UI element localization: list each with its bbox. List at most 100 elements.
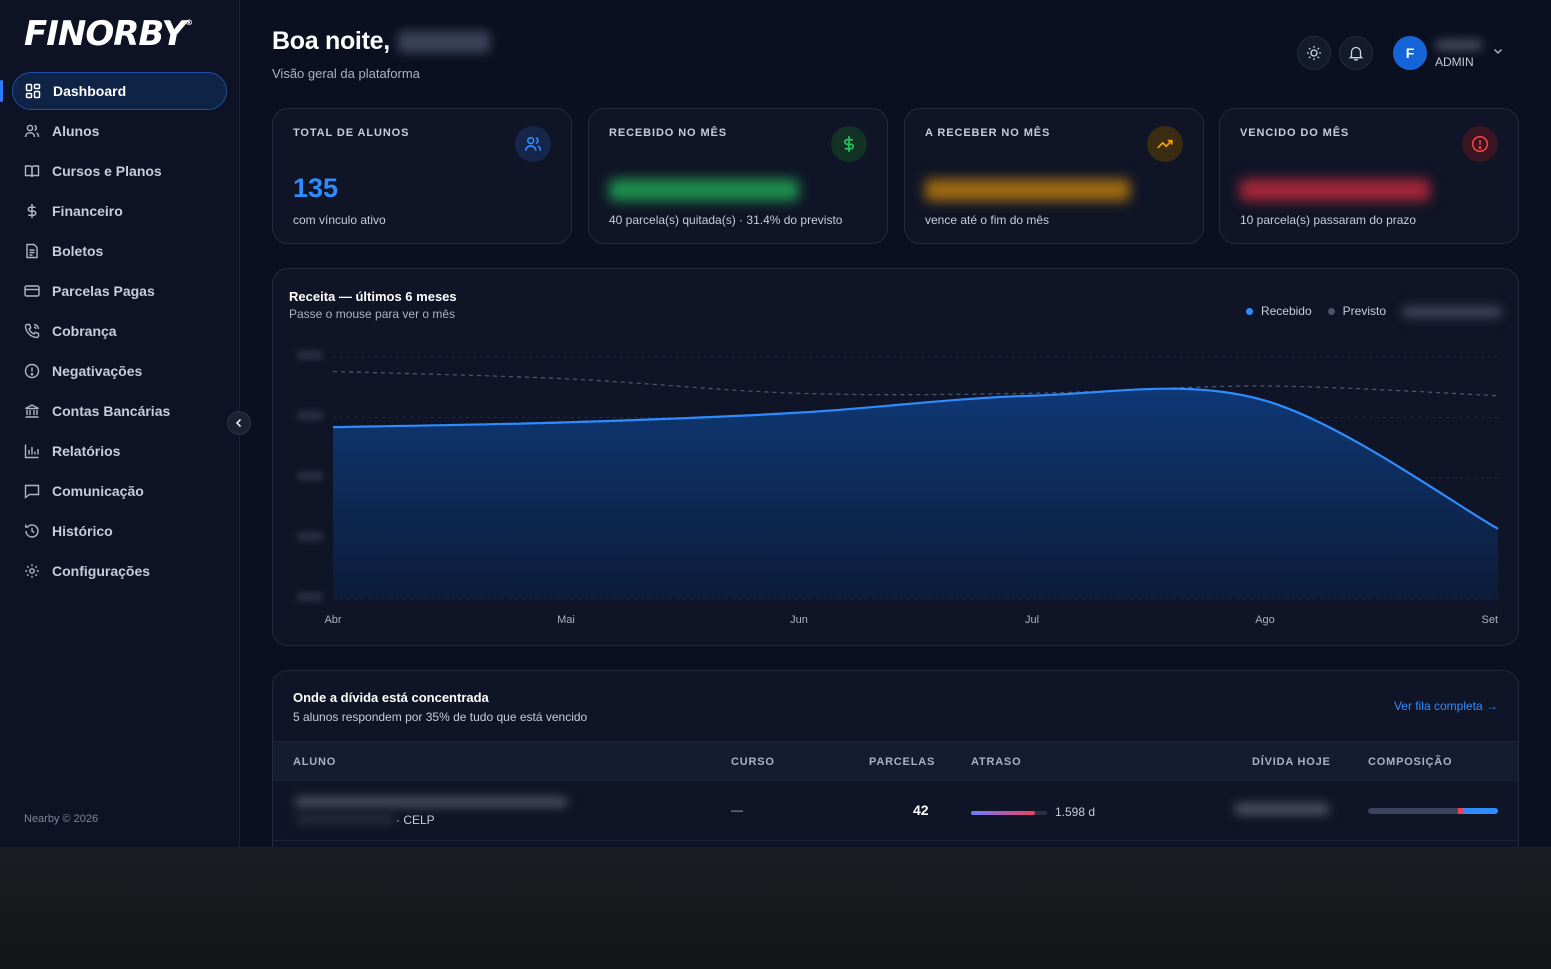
composition-bar xyxy=(1368,808,1498,814)
x-tick-label: Mai xyxy=(557,614,575,626)
avatar[interactable]: F xyxy=(1393,36,1427,70)
sidebar-item-label: Contas Bancárias xyxy=(52,403,171,419)
x-tick-label: Abr xyxy=(324,614,341,626)
user-role: ADMIN xyxy=(1435,55,1474,69)
sidebar-footer: Nearby © 2026 xyxy=(24,813,99,825)
sidebar-item-alunos[interactable]: Alunos xyxy=(12,112,227,150)
sidebar-item-relatorios[interactable]: Relatórios xyxy=(12,432,227,470)
user-name-redacted xyxy=(397,31,490,54)
sidebar-item-contas-bancarias[interactable]: Contas Bancárias xyxy=(12,392,227,430)
users-icon xyxy=(24,123,40,139)
course-cell: — xyxy=(731,803,743,817)
book-icon xyxy=(24,163,40,179)
kpi-caption: 10 parcela(s) passaram do prazo xyxy=(1240,213,1417,227)
sidebar-item-boletos[interactable]: Boletos xyxy=(12,232,227,270)
sidebar-item-label: Dashboard xyxy=(53,83,127,99)
kpi-card-total-students[interactable]: TOTAL DE ALUNOS 135 com vínculo ativo xyxy=(272,108,572,244)
kpi-value: 135 xyxy=(293,173,339,203)
kpi-caption: com vínculo ativo xyxy=(293,213,386,227)
user-menu-name-redacted xyxy=(1436,40,1482,50)
view-full-queue-link[interactable]: Ver fila completa → xyxy=(1393,699,1498,713)
app-window: FINORBY® Dashboard Alunos Cursos e Plano… xyxy=(0,0,1551,847)
theme-toggle-button[interactable] xyxy=(1297,36,1331,70)
sidebar-item-label: Boletos xyxy=(52,243,104,259)
gear-icon xyxy=(24,563,40,579)
kpi-title: RECEBIDO NO MÊS xyxy=(609,127,728,139)
sidebar-item-negativacoes[interactable]: Negativações xyxy=(12,352,227,390)
legend-dot xyxy=(1327,308,1335,316)
sidebar-item-cursos[interactable]: Cursos e Planos xyxy=(12,152,227,190)
legend-item-forecast[interactable]: Previsto xyxy=(1327,304,1386,318)
card-icon xyxy=(24,283,40,299)
series-line-recebido xyxy=(332,387,1499,530)
dollar-icon xyxy=(831,126,867,162)
brand-logo[interactable]: FINORBY® xyxy=(24,14,193,54)
delay-bar xyxy=(971,811,1047,815)
trending-up-icon xyxy=(1147,126,1183,162)
chart-legend: Recebido Previsto xyxy=(1245,304,1386,318)
history-icon xyxy=(24,523,40,539)
installments-cell: 42 xyxy=(913,802,929,818)
collapse-sidebar-button[interactable] xyxy=(227,411,251,435)
main-content: Boa noite, Visão geral da plataforma F A… xyxy=(240,0,1551,847)
area-fill-recebido xyxy=(333,388,1498,599)
sidebar-nav: Dashboard Alunos Cursos e Planos Finance… xyxy=(12,72,227,592)
greeting-text: Boa noite, xyxy=(272,27,390,55)
x-tick-label: Set xyxy=(1481,614,1498,626)
kpi-card-received-month[interactable]: RECEBIDO NO MÊS 40 parcela(s) quitada(s)… xyxy=(588,108,888,244)
table-row[interactable]: · CELP — 42 1.598 d xyxy=(273,781,1518,841)
legend-label: Recebido xyxy=(1260,304,1312,318)
composition-segment-rest xyxy=(1462,808,1498,814)
logo-registered-mark: ® xyxy=(185,18,193,27)
sidebar-item-label: Parcelas Pagas xyxy=(52,283,155,299)
section-title: Onde a dívida está concentrada xyxy=(293,690,489,705)
kpi-title: VENCIDO DO MÊS xyxy=(1240,127,1350,139)
x-tick-label: Jun xyxy=(790,614,808,626)
student-id-redacted xyxy=(295,815,395,823)
column-header-curso[interactable]: CURSO xyxy=(731,756,775,768)
x-tick-label: Ago xyxy=(1255,614,1275,626)
user-menu-toggle[interactable] xyxy=(1492,44,1504,62)
y-tick-label-redacted xyxy=(297,531,323,542)
alert-circle-icon xyxy=(1462,126,1498,162)
phone-icon xyxy=(24,323,40,339)
sidebar-item-dashboard[interactable]: Dashboard xyxy=(12,72,227,110)
sidebar-item-cobranca[interactable]: Cobrança xyxy=(12,312,227,350)
page-title: Boa noite, xyxy=(272,27,490,56)
kpi-card-to-receive-month[interactable]: A RECEBER NO MÊS vence até o fim do mês xyxy=(904,108,1204,244)
column-header-composicao[interactable]: COMPOSIÇÃO xyxy=(1368,756,1453,768)
table-header: ALUNO CURSO PARCELAS ATRASO DÍVIDA HOJE … xyxy=(273,741,1518,781)
kpi-value-redacted xyxy=(925,179,1130,201)
sidebar-item-configuracoes[interactable]: Configurações xyxy=(12,552,227,590)
page-subtitle: Visão geral da plataforma xyxy=(272,66,420,81)
sidebar-item-financeiro[interactable]: Financeiro xyxy=(12,192,227,230)
kpi-title: A RECEBER NO MÊS xyxy=(925,127,1051,139)
column-header-parcelas[interactable]: PARCELAS xyxy=(869,756,936,768)
x-tick-label: Jul xyxy=(1025,614,1039,626)
column-header-aluno[interactable]: ALUNO xyxy=(293,756,337,768)
kpi-card-overdue-month[interactable]: VENCIDO DO MÊS 10 parcela(s) passaram do… xyxy=(1219,108,1519,244)
kpi-caption: 40 parcela(s) quitada(s) · 31.4% do prev… xyxy=(609,213,843,227)
legend-item-received[interactable]: Recebido xyxy=(1245,304,1312,318)
student-name-redacted xyxy=(295,797,567,807)
bar-chart-icon xyxy=(24,443,40,459)
revenue-chart[interactable]: Abr Mai Jun Jul Ago Set xyxy=(273,269,1519,646)
dollar-icon xyxy=(24,203,40,219)
composition-segment-overdue xyxy=(1457,808,1463,814)
sidebar-item-comunicacao[interactable]: Comunicação xyxy=(12,472,227,510)
section-subtitle: 5 alunos respondem por 35% de tudo que e… xyxy=(293,710,588,724)
kpi-value-redacted xyxy=(1240,179,1430,201)
message-icon xyxy=(24,483,40,499)
composition-segment-received xyxy=(1368,808,1458,814)
sidebar-item-label: Configurações xyxy=(52,563,151,579)
column-header-atraso[interactable]: ATRASO xyxy=(971,756,1022,768)
desktop-background xyxy=(0,847,1551,969)
column-header-divida-hoje[interactable]: DÍVIDA HOJE xyxy=(1252,756,1331,768)
delay-cell: 1.598 d xyxy=(1055,805,1096,819)
sidebar-item-parcelas-pagas[interactable]: Parcelas Pagas xyxy=(12,272,227,310)
notifications-button[interactable] xyxy=(1339,36,1373,70)
kpi-value-redacted xyxy=(609,179,799,201)
document-icon xyxy=(24,243,40,259)
chevron-down-icon xyxy=(1493,48,1503,55)
sidebar-item-historico[interactable]: Histórico xyxy=(12,512,227,550)
